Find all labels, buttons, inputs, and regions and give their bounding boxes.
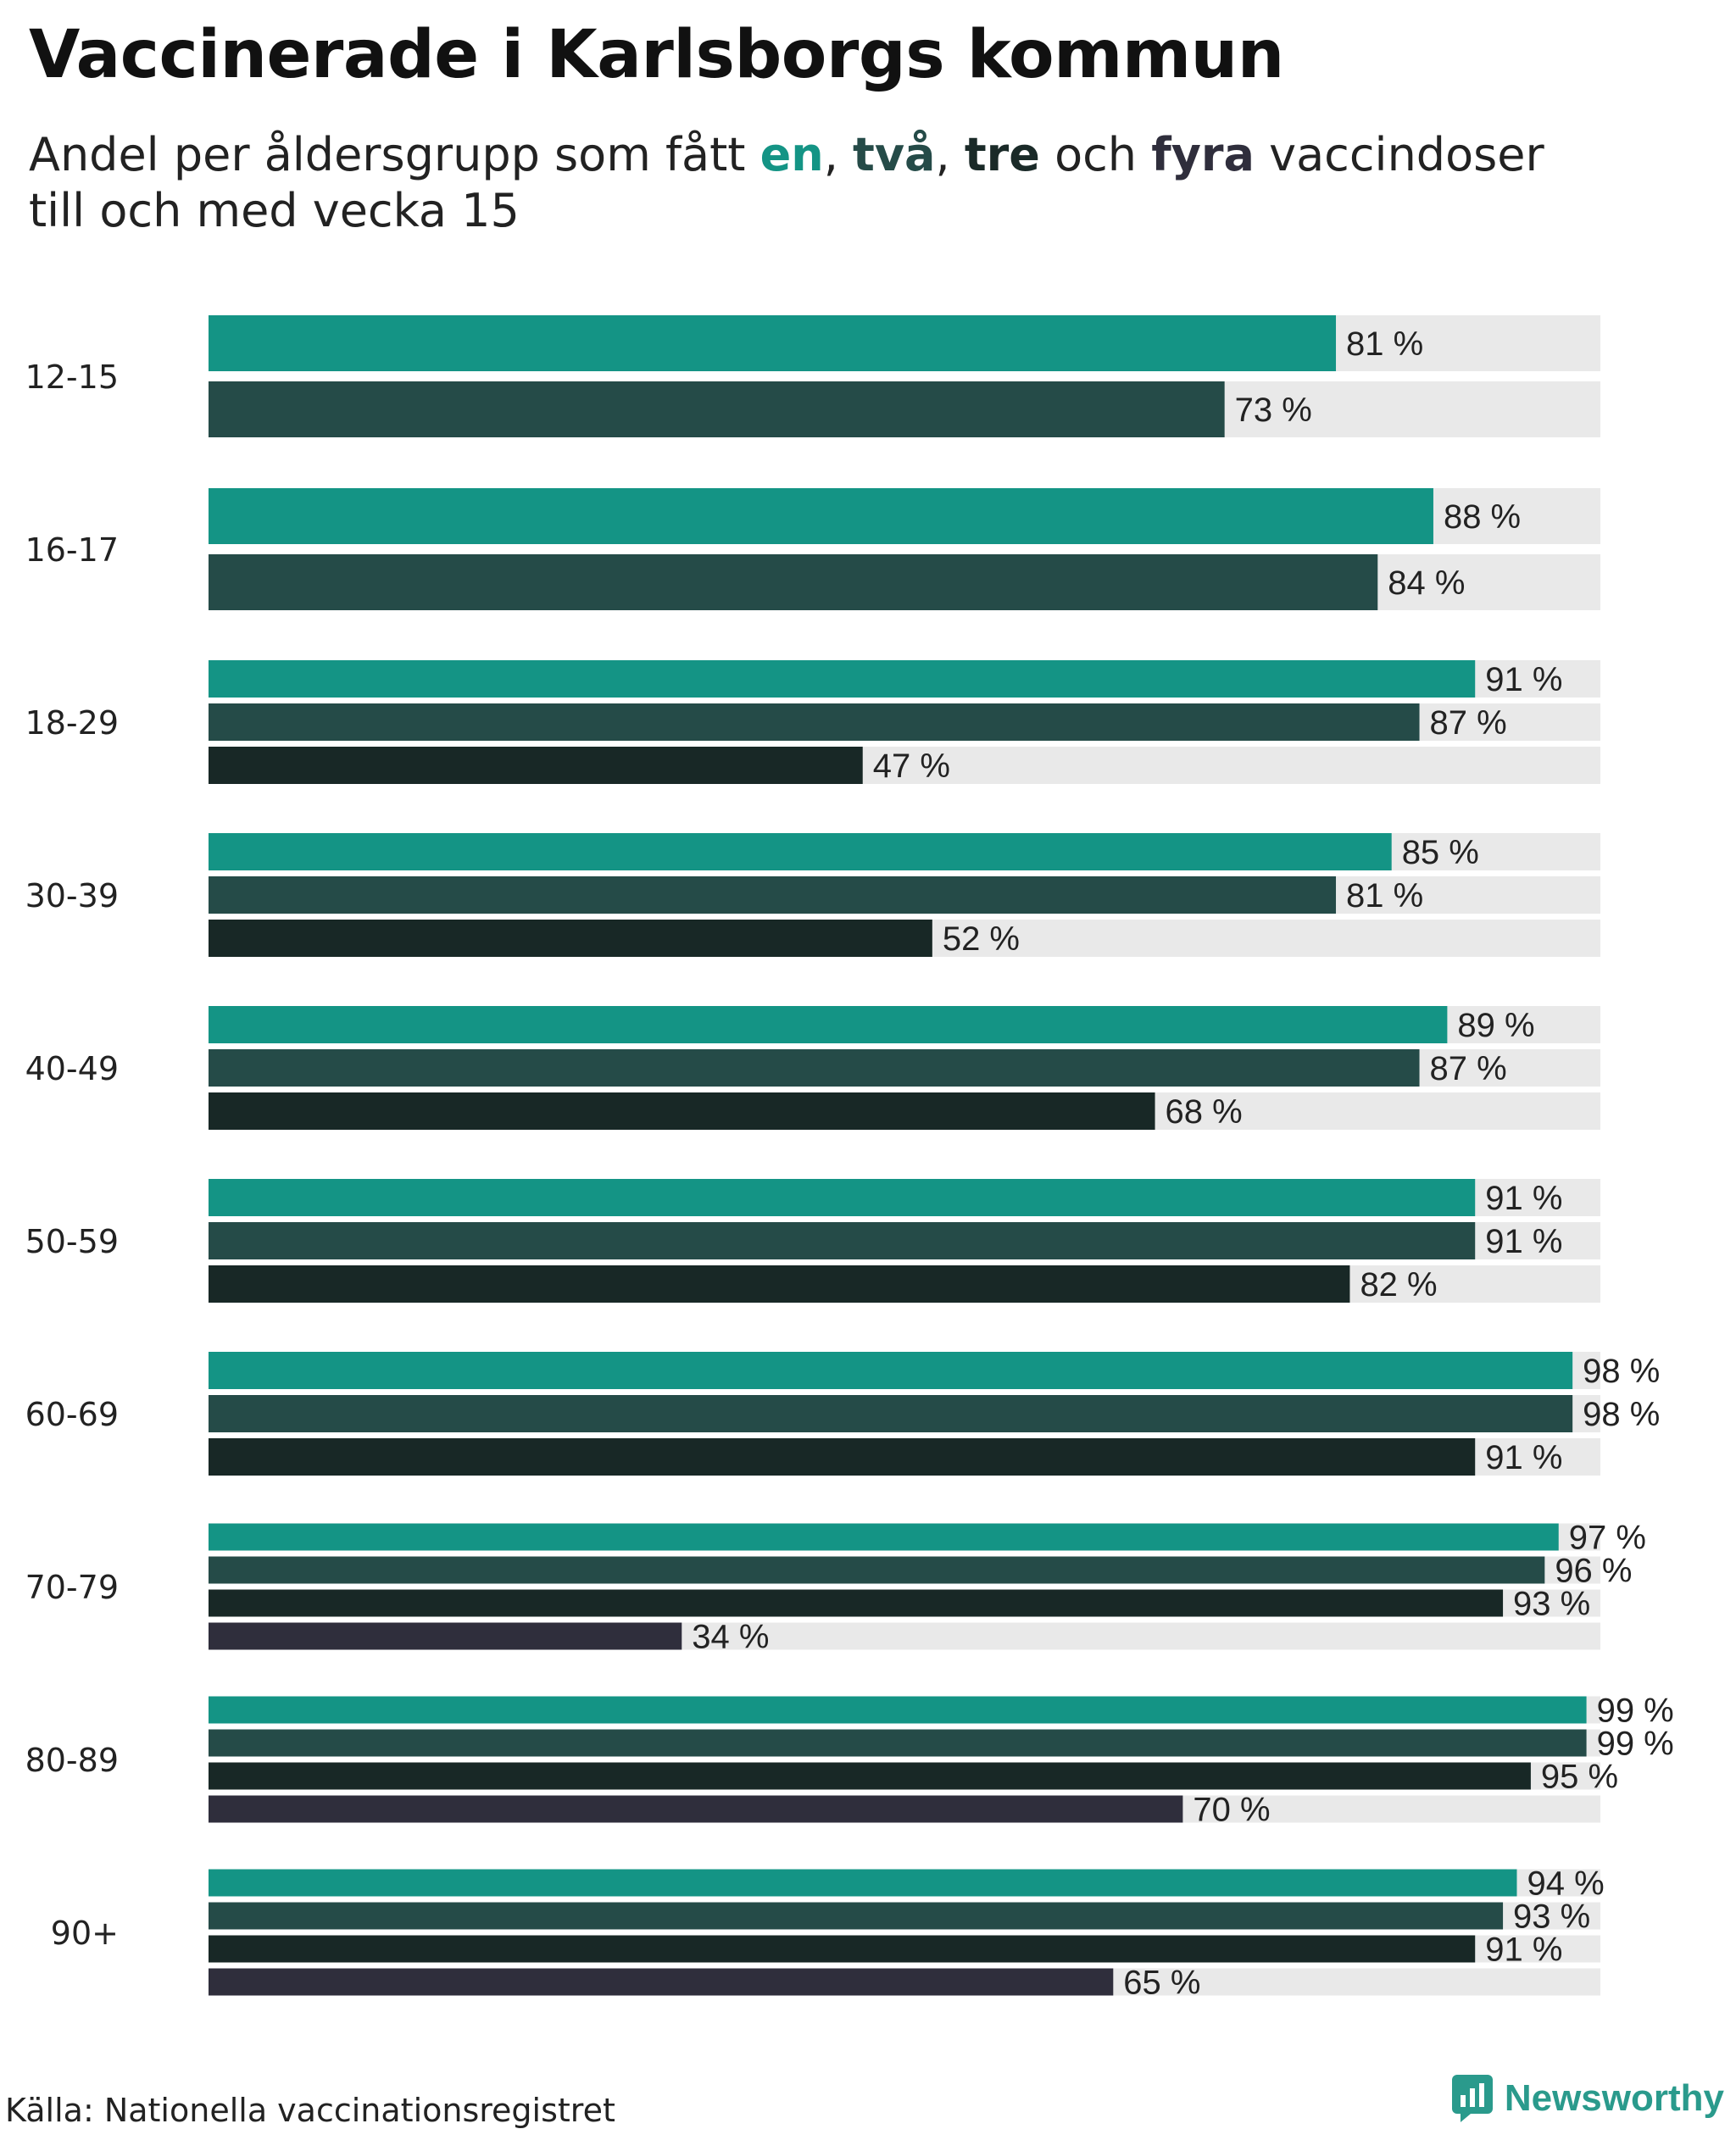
chart-subtitle: Andel per åldersgrupp som fått en, två, … bbox=[29, 127, 1639, 239]
age-group-90plus: 90+ 94 %93 %91 % 65 % bbox=[51, 1865, 1605, 2002]
bar-dose-two bbox=[209, 1902, 1504, 1930]
value-label-dose-one: 81 % bbox=[1346, 325, 1423, 363]
newsworthy-logo-icon bbox=[1451, 2075, 1493, 2122]
value-label-dose-three: 68 % bbox=[1166, 1093, 1243, 1131]
bar-dose-two bbox=[209, 1049, 1420, 1087]
value-label-dose-three: 93 % bbox=[1513, 1586, 1590, 1623]
bar-dose-one bbox=[209, 833, 1392, 870]
value-label-dose-two: 87 % bbox=[1430, 704, 1507, 742]
bar-dose-two bbox=[209, 1556, 1545, 1584]
age-group-label: 12-15 bbox=[25, 359, 119, 396]
bar-dose-one bbox=[209, 1352, 1573, 1389]
value-label-dose-two: 84 % bbox=[1388, 564, 1465, 602]
value-label-dose-two: 99 % bbox=[1597, 1726, 1674, 1763]
bar-dose-four bbox=[209, 1968, 1114, 1996]
bar-dose-one bbox=[209, 1523, 1559, 1551]
bar-dose-three bbox=[209, 1092, 1155, 1130]
bar-dose-one bbox=[209, 660, 1476, 698]
brand-name: Newsworthy bbox=[1504, 2077, 1724, 2119]
value-label-dose-two: 93 % bbox=[1513, 1898, 1590, 1936]
value-label-dose-one: 99 % bbox=[1597, 1693, 1674, 1730]
bar-dose-four bbox=[209, 1795, 1183, 1823]
age-group-label: 16-17 bbox=[25, 531, 119, 569]
bar-dose-two bbox=[209, 1395, 1573, 1432]
value-label-dose-two: 96 % bbox=[1555, 1553, 1632, 1590]
bar-dose-two bbox=[209, 1222, 1476, 1259]
bar-dose-three bbox=[209, 1265, 1350, 1303]
value-label-dose-one: 97 % bbox=[1569, 1520, 1646, 1557]
legend-key-two-doses: två bbox=[853, 128, 936, 181]
age-group-label: 40-49 bbox=[25, 1050, 119, 1087]
value-label-dose-four: 70 % bbox=[1193, 1792, 1270, 1829]
age-group-label: 60-69 bbox=[25, 1396, 119, 1433]
age-group-label: 90+ bbox=[51, 1915, 119, 1952]
bar-dose-one bbox=[209, 315, 1337, 371]
age-group-label: 30-39 bbox=[25, 877, 119, 914]
subtitle-separator: och bbox=[1039, 128, 1152, 181]
value-label-dose-two: 87 % bbox=[1430, 1050, 1507, 1087]
age-group-18-29: 18-29 91 % 87 % 47 % bbox=[25, 660, 1600, 785]
value-label-dose-four: 34 % bbox=[692, 1619, 769, 1656]
bar-dose-two bbox=[209, 876, 1337, 914]
age-group-label: 80-89 bbox=[25, 1742, 119, 1779]
value-label-dose-three: 82 % bbox=[1360, 1266, 1437, 1304]
bar-dose-one bbox=[209, 1006, 1448, 1043]
subtitle-line-2: till och med vecka 15 bbox=[29, 184, 520, 237]
value-label-dose-two: 73 % bbox=[1235, 392, 1312, 429]
bar-dose-three bbox=[209, 1762, 1531, 1790]
legend-key-four-doses: fyra bbox=[1151, 128, 1255, 181]
subtitle-separator: , bbox=[823, 128, 854, 181]
age-group-30-39: 30-39 85 % 81 % 52 % bbox=[25, 833, 1600, 958]
age-group-label: 70-79 bbox=[25, 1569, 119, 1606]
legend-key-one-dose: en bbox=[760, 128, 824, 181]
value-label-dose-three: 52 % bbox=[943, 920, 1020, 958]
value-label-dose-one: 85 % bbox=[1402, 834, 1479, 871]
value-label-dose-three: 95 % bbox=[1541, 1759, 1618, 1796]
subtitle-text: vaccindoser bbox=[1254, 128, 1544, 181]
age-group-16-17: 16-17 88 % 84 % bbox=[25, 488, 1600, 610]
value-label-dose-two: 98 % bbox=[1583, 1396, 1660, 1433]
subtitle-separator: , bbox=[935, 128, 965, 181]
age-group-label: 50-59 bbox=[25, 1223, 119, 1260]
value-label-dose-one: 98 % bbox=[1583, 1353, 1660, 1390]
value-label-dose-one: 89 % bbox=[1457, 1007, 1534, 1044]
value-label-dose-two: 81 % bbox=[1346, 877, 1423, 914]
value-label-dose-two: 91 % bbox=[1485, 1223, 1562, 1260]
value-label-dose-three: 91 % bbox=[1485, 1932, 1562, 1969]
value-label-dose-four: 65 % bbox=[1123, 1965, 1200, 2002]
bar-dose-three bbox=[209, 1438, 1476, 1476]
age-group-50-59: 50-59 91 % 91 % 82 % bbox=[25, 1179, 1600, 1304]
chart-title: Vaccinerade i Karlsborgs kommun bbox=[29, 17, 1284, 93]
age-group-12-15: 12-15 81 % 73 % bbox=[25, 315, 1600, 437]
subtitle-text: Andel per åldersgrupp som fått bbox=[29, 128, 760, 181]
bar-dose-one bbox=[209, 1179, 1476, 1216]
brand-logo: Newsworthy bbox=[1451, 2075, 1724, 2122]
bar-dose-three bbox=[209, 1589, 1504, 1617]
age-group-label: 18-29 bbox=[25, 704, 119, 742]
bar-dose-four bbox=[209, 1622, 682, 1650]
value-label-dose-one: 88 % bbox=[1444, 498, 1521, 536]
bar-dose-one bbox=[209, 1696, 1587, 1724]
bar-dose-three bbox=[209, 920, 932, 957]
bar-dose-three bbox=[209, 747, 863, 784]
value-label-dose-one: 91 % bbox=[1485, 661, 1562, 698]
value-label-dose-three: 47 % bbox=[873, 748, 950, 785]
bar-dose-two bbox=[209, 703, 1420, 741]
source-note: Källa: Nationella vaccinationsregistret bbox=[5, 2092, 615, 2129]
bar-dose-one bbox=[209, 488, 1433, 544]
bar-dose-two bbox=[209, 381, 1225, 437]
age-group-70-79: 70-79 97 %96 %93 % 34 % bbox=[25, 1520, 1646, 1656]
age-group-60-69: 60-69 98 % 98 % 91 % bbox=[25, 1352, 1660, 1476]
bar-dose-three bbox=[209, 1935, 1476, 1963]
age-group-40-49: 40-49 89 % 87 % 68 % bbox=[25, 1006, 1600, 1131]
bar-dose-two bbox=[209, 1729, 1587, 1757]
value-label-dose-three: 91 % bbox=[1485, 1439, 1562, 1476]
value-label-dose-one: 91 % bbox=[1485, 1180, 1562, 1217]
bar-dose-two bbox=[209, 554, 1378, 610]
bar-dose-one bbox=[209, 1869, 1517, 1897]
value-label-dose-one: 94 % bbox=[1527, 1865, 1604, 1903]
legend-key-three-doses: tre bbox=[964, 128, 1040, 181]
